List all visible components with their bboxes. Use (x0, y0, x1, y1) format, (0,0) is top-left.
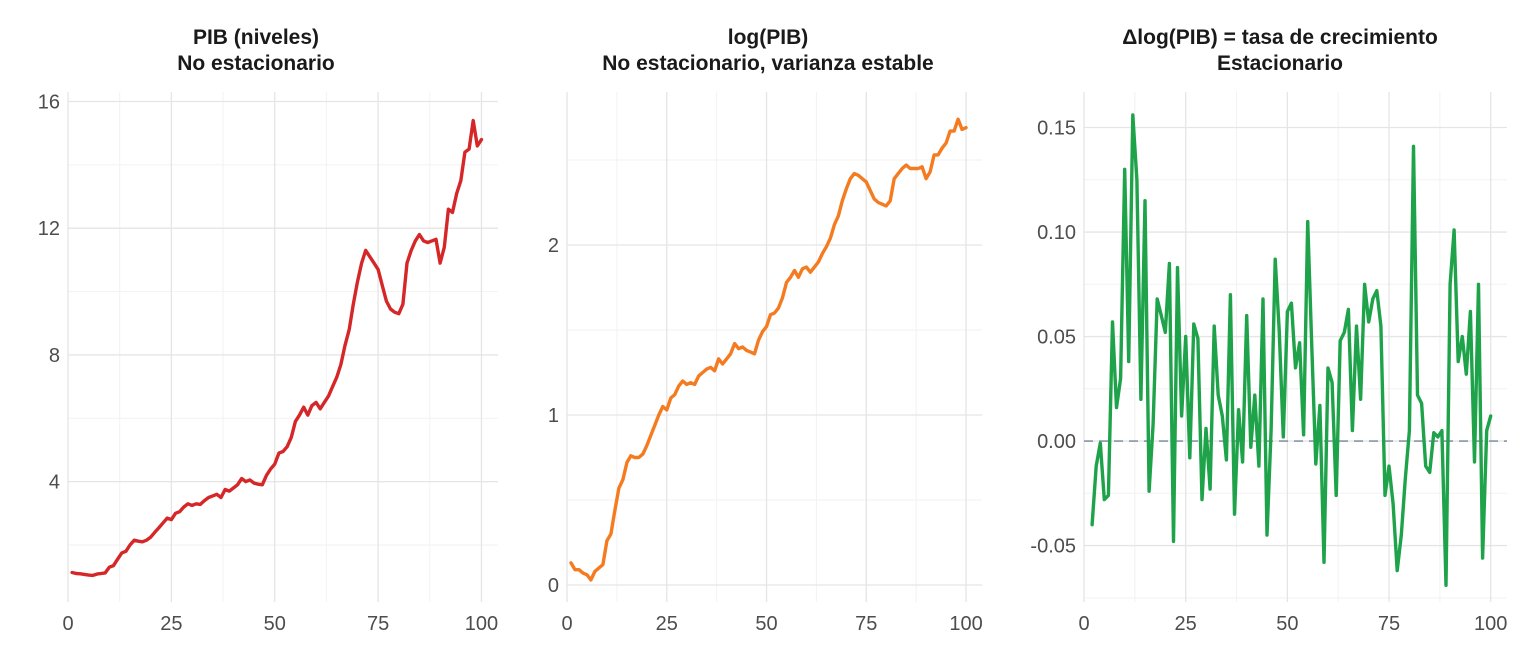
chart-title-line1: log(PIB) (727, 26, 809, 49)
y-tick-label: 0 (548, 575, 559, 597)
x-tick-label: 25 (1175, 613, 1197, 635)
x-tick-label: 50 (264, 613, 286, 635)
y-tick-label: -0.05 (1030, 536, 1076, 558)
x-tick-label: 25 (656, 613, 678, 635)
chart-panel-pib: PIB (niveles) No estacionario 0 25 50 75 100… (0, 0, 512, 672)
series-line-0 (70, 118, 484, 578)
y-tick-label: 0.00 (1037, 431, 1076, 453)
chart-panel-log-pib: log(PIB) No estacionario, varianza estab… (512, 0, 1024, 672)
chart-svg-dlog-pib: 0 25 50 75 100 -0.05 0.00 0.05 0.10 0.15 (1030, 92, 1507, 635)
major-gridlines (67, 92, 498, 602)
x-tick-label: 0 (1078, 613, 1089, 635)
x-tick-label: 0 (62, 613, 73, 635)
y-tick-label: 2 (548, 235, 559, 257)
x-tick-label: 75 (855, 613, 877, 635)
minor-gridlines (567, 92, 982, 602)
chart-svg-pib: 0 25 50 75 100 4 8 12 16 (38, 92, 498, 635)
y-tick-label: 16 (38, 92, 60, 114)
x-tick-label: 25 (160, 613, 182, 635)
x-tick-label: 75 (1378, 613, 1400, 635)
y-tick-label: 8 (49, 345, 60, 367)
chart-panel-dlog-pib: Δlog(PIB) = tasa de crecimiento Estacion… (1024, 0, 1536, 672)
series-line-0 (1090, 113, 1493, 587)
x-tick-label: 50 (755, 613, 777, 635)
chart-svg-log-pib: 0 25 50 75 100 0 1 2 (548, 92, 983, 635)
y-tick-label: 0.05 (1037, 327, 1076, 349)
x-tick-label: 100 (949, 613, 982, 635)
y-tick-label: 12 (38, 218, 60, 240)
minor-gridlines (68, 92, 498, 602)
y-tick-label: 1 (548, 405, 559, 427)
y-tick-label: 0.15 (1037, 118, 1076, 140)
chart-subtitle: No estacionario (177, 52, 335, 75)
series-line-0 (569, 117, 968, 582)
chart-title-line1: PIB (niveles) (192, 26, 320, 49)
chart-title-line1: Δlog(PIB) = tasa de crecimiento (1122, 26, 1438, 49)
x-tick-label: 100 (465, 613, 498, 635)
chart-subtitle: Estacionario (1216, 52, 1344, 75)
y-tick-label: 4 (49, 472, 60, 494)
y-tick-label: 0.10 (1037, 222, 1076, 244)
x-tick-label: 100 (1474, 613, 1507, 635)
x-tick-label: 50 (1276, 613, 1298, 635)
chart-subtitle: No estacionario, varianza estable (602, 52, 934, 75)
x-tick-label: 0 (561, 613, 572, 635)
minor-gridlines (1084, 92, 1507, 602)
x-tick-label: 75 (367, 613, 389, 635)
major-gridlines (566, 92, 982, 602)
